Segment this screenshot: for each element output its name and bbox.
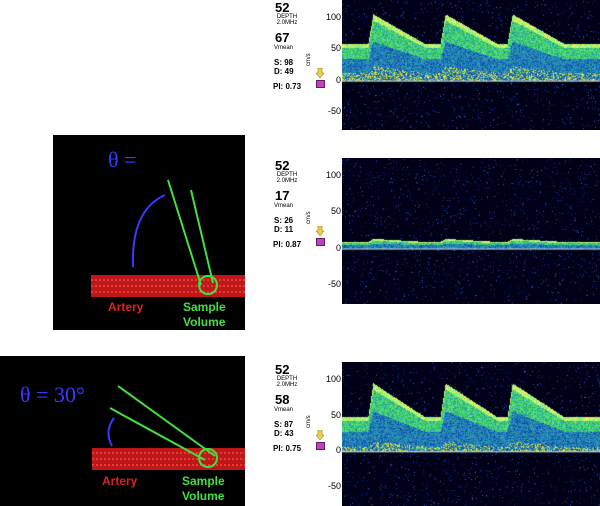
arrow-down-icon: [316, 226, 324, 236]
systolic-value: S: 87: [274, 420, 294, 429]
arrow-down-icon: [316, 430, 324, 440]
units-label: cm/s: [306, 415, 312, 428]
axis-tick-label: 50: [330, 43, 341, 54]
axis-tick-label: 0: [335, 74, 341, 85]
axis-tick-label: 50: [330, 409, 341, 420]
vmean-label: Vmean: [274, 407, 294, 413]
ultrasound-beam-upper: [117, 385, 216, 457]
velocity-axis: 100 50 0 -50: [325, 362, 342, 506]
axis-tick-label: -50: [327, 105, 341, 116]
vmean-label: Vmean: [274, 203, 294, 209]
doppler-spectrum: [342, 158, 600, 304]
depth-value: 52: [275, 0, 290, 15]
doppler-panel-mid: 52 DEPTH 2.0MHz 17 Vmean S: 26 D: 11 PI:…: [270, 158, 600, 304]
doppler-panel-top: 52 DEPTH 2.0MHz 67 Vmean S: 98 D: 49 PI:…: [270, 0, 600, 130]
baseline-marker: [316, 430, 326, 454]
axis-tick-label: 50: [330, 206, 341, 217]
pulsatility-index: PI: 0.75: [273, 444, 302, 453]
measurement-readout: 52 DEPTH 2.0MHz 67 Vmean S: 98 D: 49 PI:…: [270, 0, 328, 130]
depth-label: DEPTH 2.0MHz: [276, 376, 298, 388]
sample-label: Sample: [183, 300, 226, 314]
vmean-value: 67: [275, 30, 290, 45]
vmean-value: 17: [275, 188, 290, 203]
theta-label: θ = 30°: [20, 382, 85, 407]
depth-value: 52: [275, 362, 290, 377]
axis-tick-label: -50: [327, 480, 341, 491]
volume-label: Volume: [183, 315, 226, 329]
doppler-panel-bot: 52 DEPTH 2.0MHz 58 Vmean S: 87 D: 43 PI:…: [270, 362, 600, 506]
diastolic-value: D: 43: [274, 429, 294, 438]
angle-arc: [131, 194, 166, 268]
axis-tick-label: 100: [325, 12, 341, 22]
systolic-value: S: 98: [274, 58, 294, 67]
doppler-spectrum: [342, 0, 600, 130]
depth-value: 52: [275, 158, 290, 173]
baseline-marker: [316, 68, 326, 92]
ultrasound-beam-right: [190, 189, 214, 284]
sample-label: Sample: [182, 474, 225, 488]
systolic-value: S: 26: [274, 216, 294, 225]
units-label: cm/s: [306, 53, 312, 66]
pulsatility-index: PI: 0.87: [273, 240, 302, 249]
baseline-marker: [316, 226, 326, 250]
diastolic-value: D: 11: [274, 225, 294, 234]
depth-label: DEPTH 2.0MHz: [276, 172, 298, 184]
axis-tick-label: 100: [325, 374, 341, 384]
doppler-angle-diagram-unknown: θ = Artery Sample Volume: [53, 135, 245, 330]
pulsatility-index: PI: 0.73: [273, 82, 302, 91]
doppler-spectrum: [342, 362, 600, 506]
velocity-axis: 100 50 0 -50: [325, 0, 342, 130]
axis-tick-label: -50: [327, 278, 341, 289]
angle-arc: [107, 417, 115, 447]
artery-label: Artery: [108, 300, 144, 314]
diastolic-value: D: 49: [274, 67, 294, 76]
artery-label: Artery: [102, 474, 138, 488]
axis-tick-label: 100: [325, 170, 341, 180]
ultrasound-beam-left: [167, 179, 202, 286]
vmean-label: Vmean: [274, 45, 294, 51]
axis-tick-label: 0: [335, 445, 341, 456]
depth-label: DEPTH 2.0MHz: [276, 14, 298, 26]
arrow-down-icon: [316, 68, 324, 78]
measurement-readout: 52 DEPTH 2.0MHz 58 Vmean S: 87 D: 43 PI:…: [270, 362, 328, 492]
volume-label: Volume: [182, 489, 225, 503]
doppler-angle-diagram-30: θ = 30° Artery Sample Volume: [0, 356, 245, 506]
velocity-axis: 100 50 0 -50: [325, 158, 342, 304]
units-label: cm/s: [306, 211, 312, 224]
measurement-readout: 52 DEPTH 2.0MHz 17 Vmean S: 26 D: 11 PI:…: [270, 158, 328, 288]
sample-volume-circle: [198, 275, 218, 295]
sample-volume-circle: [198, 448, 218, 468]
ultrasound-beam-lower: [109, 407, 206, 461]
axis-tick-label: 0: [335, 242, 341, 253]
theta-label: θ =: [108, 147, 136, 172]
vmean-value: 58: [275, 392, 290, 407]
